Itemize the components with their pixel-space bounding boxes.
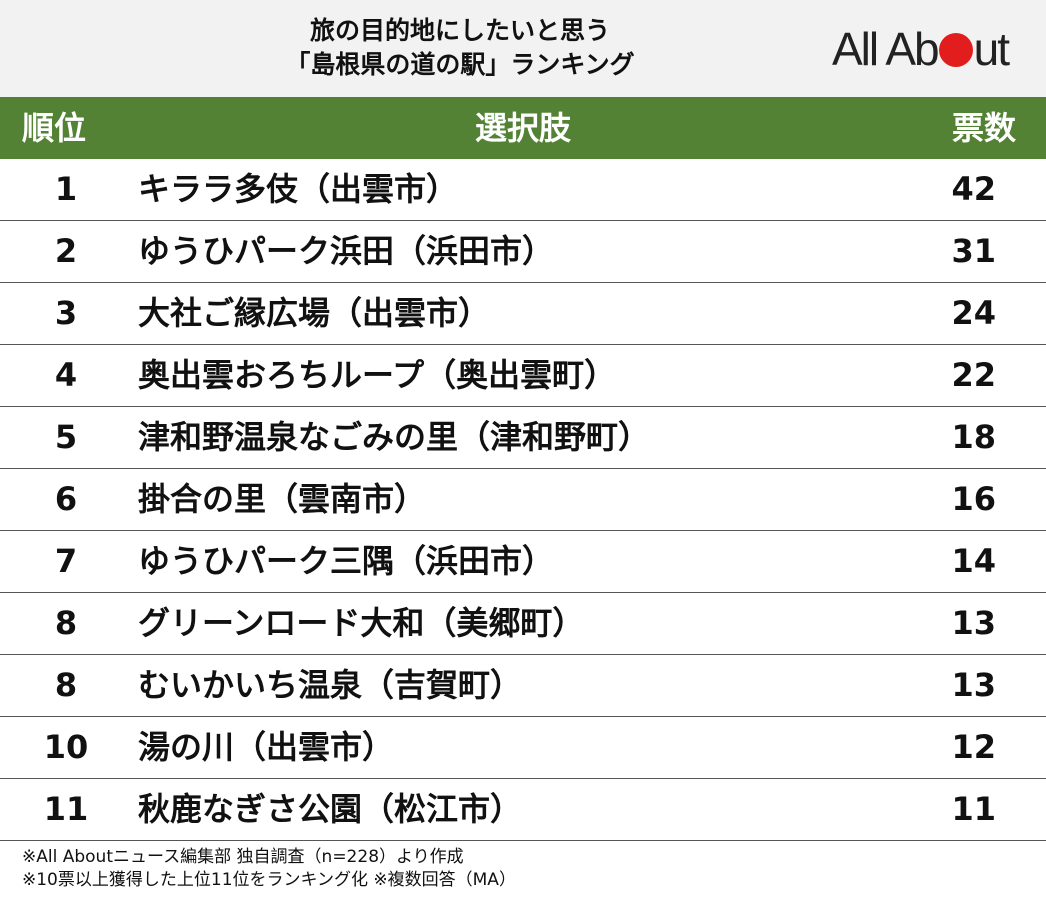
choice-cell: 奥出雲おろちループ（奥出雲町） [138, 356, 617, 394]
rank-cell: 2 [54, 232, 78, 270]
choice-cell: 津和野温泉なごみの里（津和野町） [138, 418, 651, 456]
votes-cell: 31 [951, 232, 996, 270]
table-row: 8 むいかいち温泉（吉賀町） 13 [0, 655, 1046, 717]
rank-cell: 3 [54, 294, 78, 332]
rank-cell: 6 [54, 480, 78, 518]
header-votes: 票数 [951, 109, 1016, 147]
choice-cell: グリーンロード大和（美郷町） [138, 604, 585, 642]
table-row: 2 ゆうひパーク浜田（浜田市） 31 [0, 221, 1046, 283]
chart-title-line1: 旅の目的地にしたいと思う [309, 16, 610, 45]
chart-title-line2: 「島根県の道の駅」ランキング [285, 50, 635, 79]
table-row: 6 掛合の里（雲南市） 16 [0, 469, 1046, 531]
table-body: 1 キララ多伎（出雲市） 42 2 ゆうひパーク浜田（浜田市） 31 3 大社ご縁広場（出雲市… [0, 159, 1046, 841]
table-row: 4 奥出雲おろちループ（奥出雲町） 22 [0, 345, 1046, 407]
table-row: 3 大社ご縁広場（出雲市） 24 [0, 283, 1046, 345]
rank-cell: 4 [54, 356, 78, 394]
table-row: 11 秋鹿なぎさ公園（松江市） 11 [0, 779, 1046, 841]
votes-cell: 42 [951, 170, 996, 208]
rank-cell: 8 [54, 666, 78, 704]
logo-dot-icon [938, 33, 973, 67]
table-row: 8 グリーンロード大和（美郷町） 13 [0, 593, 1046, 655]
choice-cell: 秋鹿なぎさ公園（松江市） [138, 790, 523, 828]
table-row: 1 キララ多伎（出雲市） 42 [0, 159, 1046, 221]
footnote-method: ※10票以上獲得した上位11位をランキング化 ※複数回答（MA） [22, 870, 516, 890]
votes-cell: 14 [951, 542, 996, 580]
rank-cell: 7 [54, 542, 78, 580]
footnotes: ※All Aboutニュース編集部 独自調査（n=228）より作成 ※10票以上… [22, 846, 516, 892]
votes-cell: 11 [951, 790, 996, 828]
header-rank: 順位 [22, 109, 87, 147]
choice-cell: むいかいち温泉（吉賀町） [138, 666, 523, 704]
logo-text-left: All Ab [832, 23, 940, 75]
votes-cell: 16 [951, 480, 996, 518]
votes-cell: 18 [951, 418, 996, 456]
votes-cell: 24 [951, 294, 996, 332]
table-row: 10 湯の川（出雲市） 12 [0, 717, 1046, 779]
logo-text-right: ut [973, 23, 1010, 75]
header-choice: 選択肢 [474, 109, 571, 147]
choice-cell: ゆうひパーク浜田（浜田市） [138, 232, 555, 270]
choice-cell: ゆうひパーク三隅（浜田市） [138, 542, 555, 580]
table-header-row: 選択肢 順位 票数 [0, 97, 1046, 159]
allabout-logo: All Ab ut [832, 23, 1010, 75]
rank-cell: 10 [43, 728, 89, 766]
choice-cell: 掛合の里（雲南市） [138, 480, 427, 518]
rank-cell: 11 [43, 790, 89, 828]
votes-cell: 12 [951, 728, 996, 766]
rank-cell: 5 [54, 418, 78, 456]
footnote-source: ※All Aboutニュース編集部 独自調査（n=228）より作成 [22, 847, 464, 867]
choice-cell: キララ多伎（出雲市） [138, 170, 459, 208]
rank-cell: 1 [54, 170, 78, 208]
chart-title: 旅の目的地にしたいと思う 「島根県の道の駅」ランキング [180, 14, 740, 82]
votes-cell: 22 [951, 356, 996, 394]
table-row: 5 津和野温泉なごみの里（津和野町） 18 [0, 407, 1046, 469]
rank-cell: 8 [54, 604, 78, 642]
chart-header: 旅の目的地にしたいと思う 「島根県の道の駅」ランキング All Ab ut [0, 0, 1046, 97]
table-row: 7 ゆうひパーク三隅（浜田市） 14 [0, 531, 1046, 593]
votes-cell: 13 [951, 666, 996, 704]
choice-cell: 湯の川（出雲市） [138, 728, 395, 766]
votes-cell: 13 [951, 604, 996, 642]
choice-cell: 大社ご縁広場（出雲市） [138, 294, 491, 332]
